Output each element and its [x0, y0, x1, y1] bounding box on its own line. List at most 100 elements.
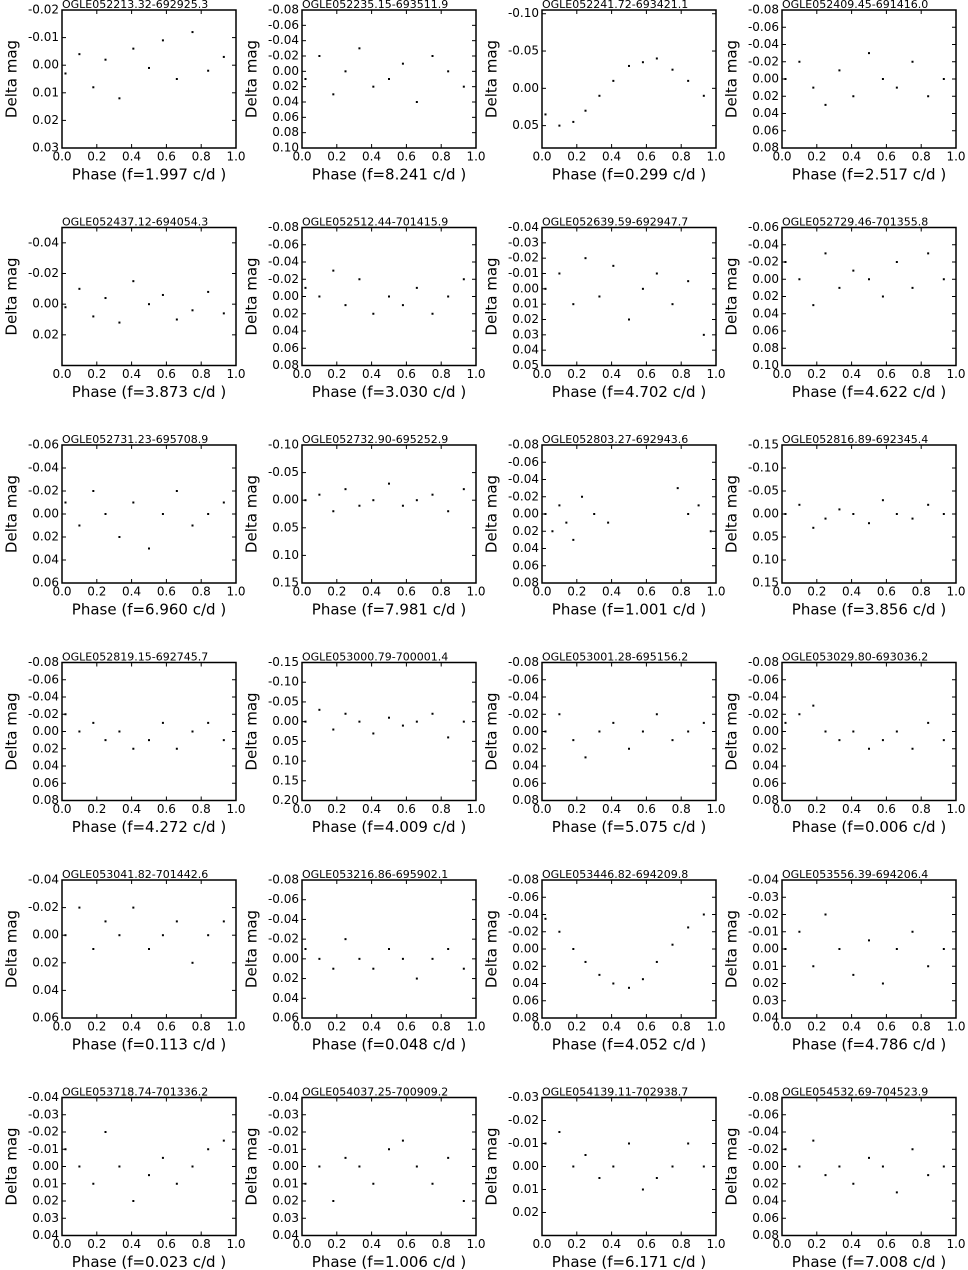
- x-tick-label: 0.4: [842, 1020, 861, 1034]
- data-point: [868, 939, 870, 942]
- data-point: [64, 713, 67, 716]
- y-tick-label: 0.10: [272, 754, 299, 768]
- y-tick-label: 0.00: [272, 951, 299, 965]
- x-tick-label: 0.8: [432, 367, 451, 381]
- data-point: [447, 295, 450, 298]
- x-tick-label: 0.4: [122, 1237, 141, 1251]
- plot-frame: [301, 879, 477, 1019]
- data-point: [332, 510, 335, 513]
- x-tick-label: 0.8: [432, 585, 451, 599]
- data-point: [415, 499, 418, 502]
- data-point: [344, 938, 347, 941]
- data-point: [372, 312, 375, 315]
- data-point: [798, 60, 801, 63]
- data-point: [544, 1142, 547, 1145]
- y-tick-label: -0.06: [268, 237, 299, 251]
- y-tick-label: 0.10: [752, 358, 779, 372]
- data-point: [838, 1165, 841, 1168]
- y-tick-label: 0.15: [272, 576, 299, 590]
- data-point: [447, 1156, 450, 1159]
- y-tick-label: 0.02: [32, 1194, 59, 1208]
- data-point: [148, 66, 150, 69]
- x-tick-label: 1.0: [946, 150, 965, 164]
- x-tick-label: 0.6: [637, 802, 656, 816]
- y-tick-label: 0.04: [752, 1194, 779, 1208]
- data-point: [401, 504, 404, 507]
- panel-title: OGLE054139.11-702938.7: [542, 1086, 688, 1099]
- data-point: [798, 713, 801, 716]
- x-tick-label: 0.8: [912, 1020, 931, 1034]
- data-point: [148, 739, 150, 742]
- data-point: [881, 982, 884, 985]
- data-point: [344, 712, 347, 715]
- y-tick-label: 0.15: [272, 773, 299, 787]
- data-point: [697, 504, 700, 507]
- data-point: [881, 295, 884, 298]
- y-tick-label: 0.02: [512, 524, 539, 538]
- data-point: [304, 720, 307, 723]
- data-point: [175, 318, 178, 321]
- y-axis-label: Delta mag: [483, 257, 501, 335]
- data-point: [344, 304, 347, 307]
- data-point: [687, 79, 690, 82]
- data-point: [655, 960, 658, 963]
- x-tick-label: 1.0: [466, 367, 485, 381]
- data-point: [927, 1174, 930, 1177]
- x-tick-label: 0.6: [877, 802, 896, 816]
- y-tick-label: -0.06: [268, 18, 299, 32]
- x-tick-label: 0.8: [192, 1237, 211, 1251]
- data-point: [104, 739, 107, 742]
- data-point: [784, 513, 787, 515]
- panel-title: OGLE052803.27-692943.6: [542, 433, 688, 446]
- x-tick-label: 0.0: [292, 585, 311, 599]
- panel-title: OGLE053216.86-695902.1: [302, 868, 448, 881]
- x-tick-label: 0.0: [532, 150, 551, 164]
- data-point: [132, 280, 135, 283]
- x-tick-label: 0.0: [772, 1237, 791, 1251]
- data-point: [78, 53, 81, 56]
- data-point: [304, 948, 307, 950]
- data-point: [104, 297, 107, 300]
- y-tick-label: 0.02: [512, 741, 539, 755]
- y-tick-label: 0.02: [752, 289, 779, 303]
- x-tick-label: 0.2: [87, 802, 106, 816]
- y-tick-label: -0.10: [748, 461, 779, 475]
- x-tick-label: 0.0: [532, 1237, 551, 1251]
- data-point: [318, 55, 321, 57]
- y-tick-label: 0.02: [32, 327, 59, 341]
- data-point: [372, 1182, 375, 1185]
- data-point: [558, 124, 561, 127]
- y-tick-label: -0.01: [748, 924, 779, 938]
- x-tick-label: 0.4: [602, 1237, 621, 1251]
- x-axis-label: Phase (f=3.030 c/d ): [312, 383, 466, 401]
- data-point: [544, 513, 547, 515]
- data-point: [655, 272, 658, 275]
- x-tick-label: 0.0: [52, 585, 71, 599]
- data-point: [612, 1165, 615, 1168]
- data-point: [175, 78, 178, 80]
- data-point: [911, 1148, 914, 1151]
- data-point: [388, 948, 390, 950]
- x-tick-label: 0.0: [532, 585, 551, 599]
- y-tick-label: 0.02: [512, 1205, 539, 1219]
- x-tick-label: 0.2: [327, 1020, 346, 1034]
- x-tick-label: 0.2: [327, 150, 346, 164]
- x-tick-label: 0.4: [842, 1237, 861, 1251]
- y-tick-label: -0.04: [748, 1125, 779, 1139]
- y-tick-label: 0.00: [752, 507, 779, 521]
- y-tick-label: 0.08: [272, 125, 299, 139]
- data-point: [687, 1142, 690, 1145]
- y-tick-label: 0.06: [272, 110, 299, 124]
- data-point: [641, 1188, 644, 1191]
- x-tick-label: 0.6: [157, 1020, 176, 1034]
- data-point: [401, 1139, 404, 1142]
- data-point: [895, 261, 898, 263]
- data-point: [161, 39, 164, 42]
- y-tick-label: -0.04: [28, 461, 59, 475]
- x-tick-label: 0.6: [157, 1237, 176, 1251]
- plot-frame: [541, 444, 717, 584]
- y-tick-label: -0.02: [508, 251, 539, 265]
- x-tick-label: 0.6: [877, 367, 896, 381]
- y-tick-label: 0.00: [32, 724, 59, 738]
- y-tick-label: -0.02: [268, 1125, 299, 1139]
